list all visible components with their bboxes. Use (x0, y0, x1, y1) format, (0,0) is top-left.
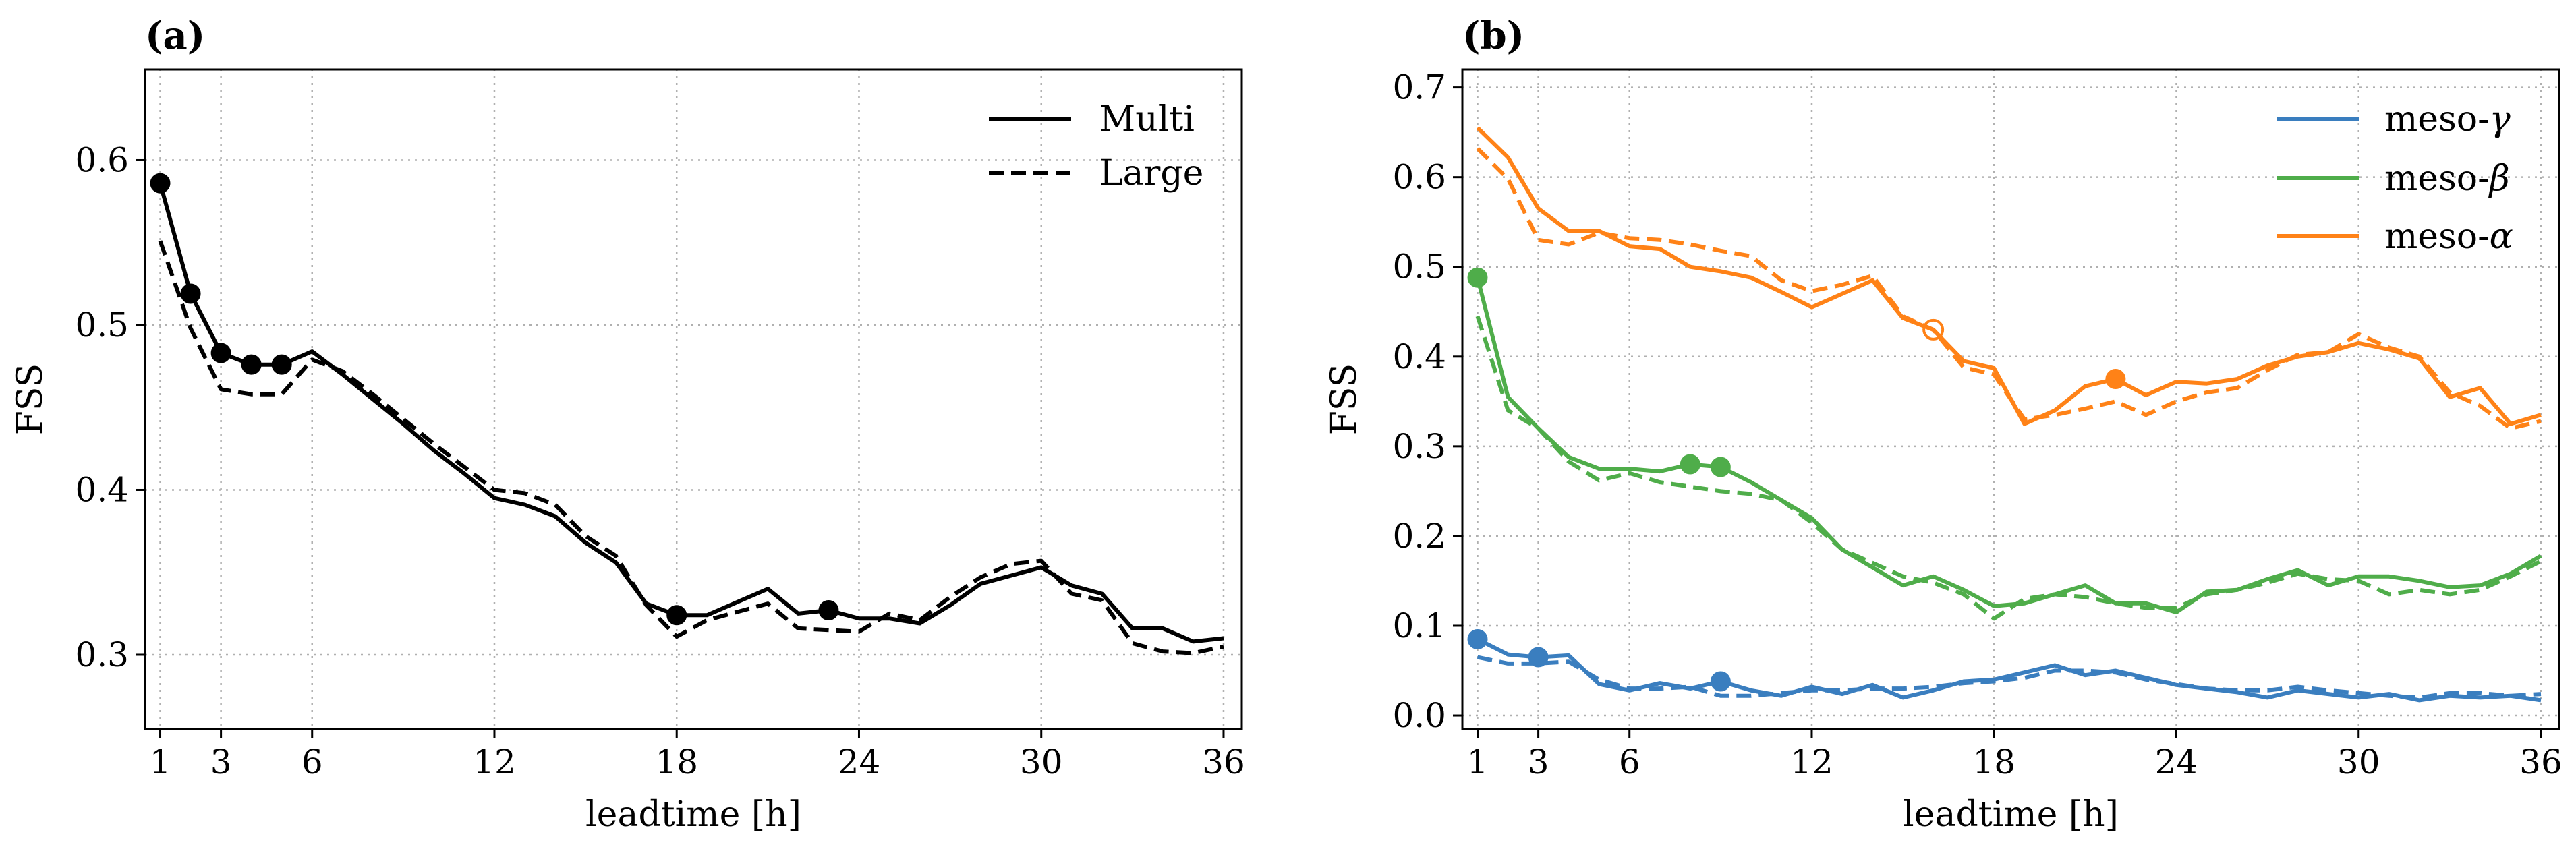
panel-a-grid (145, 69, 1242, 729)
legend-meso-beta-text: meso- (2384, 158, 2490, 199)
panel-b-y-ticks: 0.0 0.1 0.2 0.3 0.4 0.5 0.6 0.7 (1392, 68, 1462, 735)
panel-b-y-tick-label: 0.4 (1392, 337, 1446, 376)
panel-a-x-tick-label: 24 (838, 742, 881, 782)
series-multi-marker (818, 599, 839, 620)
panel-b-x-tick-label: 36 (2519, 742, 2563, 782)
panel-b-x-ticks: 1 3 6 12 18 24 30 36 (1467, 729, 2563, 782)
legend-large-label: Large (1099, 153, 1203, 194)
panel-b: (b) 1 3 6 12 18 24 30 36 0.00.10.20.30.40.50.60… (1324, 13, 2563, 835)
series-multi-marker (210, 343, 231, 363)
legend-meso-gamma-label: meso-γ (2384, 99, 2511, 140)
panel-b-x-tick-label: 24 (2155, 742, 2198, 782)
panel-a-x-tick-label: 1 (150, 742, 171, 782)
panel-b-label: (b) (1462, 13, 1524, 58)
panel-b-x-axis-label: leadtime [h] (1903, 794, 2119, 835)
legend-meso-gamma-text: meso- (2384, 99, 2490, 140)
panel-a-y-ticks: 0.3 0.4 0.5 0.6 (75, 140, 145, 674)
panel-b-y-tick-label: 0.2 (1392, 517, 1446, 556)
panel-b-y-tick-label: 0.3 (1392, 427, 1446, 466)
panel-b-x-tick-label: 3 (1528, 742, 1549, 782)
panel-a-x-tick-label: 30 (1020, 742, 1063, 782)
legend-meso-alpha-text: meso- (2384, 216, 2490, 257)
legend-meso-beta-label: meso-β (2384, 158, 2510, 199)
panel-b-x-tick-label: 6 (1619, 742, 1640, 782)
series-large-line (158, 240, 1224, 655)
panel-b-y-axis-label: FSS (1324, 363, 1365, 435)
panel-a-x-axis-label: leadtime [h] (585, 794, 801, 835)
panel-a-y-axis-label: FSS (10, 363, 51, 435)
panel-a-x-tick-label: 6 (302, 742, 323, 782)
panel-b-y-tick-label: 0.7 (1392, 68, 1446, 107)
series-multi-line (158, 182, 1224, 644)
panel-b-series-layer (1475, 126, 2542, 703)
panel-a-frame (144, 68, 1243, 730)
series-meso-multi-marker (2105, 369, 2126, 390)
panel-b-y-tick-label: 0.1 (1392, 606, 1446, 645)
panel-b-marker-layer (1467, 267, 2126, 692)
panel-b-x-tick-label: 12 (1790, 742, 1833, 782)
series-multi-marker (241, 354, 262, 375)
panel-a-marker-layer (150, 173, 839, 626)
panel-a-x-tick-label: 18 (655, 742, 698, 782)
legend-meso-alpha-greek: α (2490, 216, 2513, 257)
series-meso-multi-line (1477, 637, 2542, 703)
panel-a-y-tick-label: 0.4 (75, 470, 129, 509)
panel-a-series-layer (158, 182, 1224, 655)
panel-a-y-tick-label: 0.3 (75, 635, 129, 674)
series-meso-large-line (1476, 146, 2542, 431)
series-meso-large-line (1475, 315, 2542, 621)
legend-meso-gamma-greek: γ (2490, 99, 2511, 140)
series-meso-multi-marker (1467, 628, 1488, 649)
legend-meso-beta-greek: β (2488, 158, 2510, 199)
panel-b-y-tick-label: 0.0 (1392, 696, 1446, 735)
legend-meso-alpha-label: meso-α (2384, 216, 2513, 257)
panel-b-grid (1462, 69, 2559, 729)
panel-a: (a) 1 3 6 12 18 24 30 36 0.30.40.50.6 leadtime … (10, 13, 1245, 835)
series-meso-large-marker (1922, 318, 1945, 341)
series-meso-large-line (1477, 655, 2542, 700)
panel-b-x-tick-label: 30 (2337, 742, 2380, 782)
series-multi-marker (271, 354, 292, 375)
panel-b-x-tick-label: 18 (1972, 742, 2015, 782)
panel-b-legend: meso-γ meso-β meso-α (2277, 99, 2513, 257)
series-meso-multi-marker (1680, 454, 1700, 475)
series-multi-marker (150, 173, 171, 194)
series-meso-multi-marker (1528, 647, 1549, 668)
series-meso-multi-marker (1467, 267, 1488, 288)
panel-a-label: (a) (145, 13, 205, 58)
panel-a-x-tick-label: 36 (1202, 742, 1245, 782)
legend-multi-label: Multi (1099, 99, 1195, 140)
panel-a-x-ticks: 1 3 6 12 18 24 30 36 (150, 729, 1245, 782)
series-meso-multi-marker (1710, 671, 1731, 692)
series-meso-multi-line (1475, 276, 2542, 614)
panel-a-y-tick-label: 0.5 (75, 305, 129, 345)
series-multi-marker (180, 283, 201, 304)
panel-b-y-tick-label: 0.6 (1392, 158, 1446, 197)
series-meso-multi-line (1476, 126, 2542, 426)
panel-a-x-tick-label: 3 (210, 742, 232, 782)
series-meso-multi-marker (1710, 457, 1731, 477)
panel-b-y-tick-label: 0.5 (1392, 247, 1446, 287)
series-multi-marker (666, 605, 687, 626)
panel-a-legend: Multi Large (989, 99, 1203, 194)
panel-a-y-tick-label: 0.6 (75, 140, 129, 179)
panel-a-x-tick-label: 12 (473, 742, 516, 782)
panel-b-frame (1461, 68, 2560, 730)
panel-b-x-tick-label: 1 (1467, 742, 1489, 782)
